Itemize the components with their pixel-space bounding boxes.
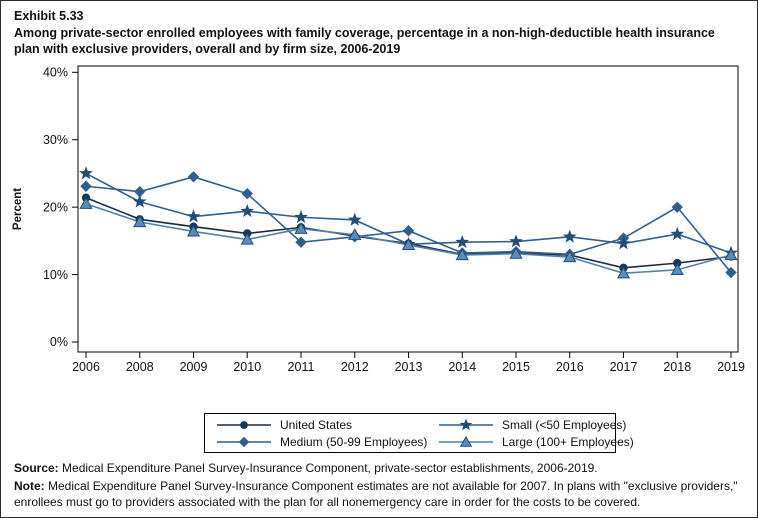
svg-text:2008: 2008 — [126, 360, 154, 374]
svg-text:2014: 2014 — [448, 360, 476, 374]
svg-text:2016: 2016 — [556, 360, 584, 374]
svg-text:2006: 2006 — [72, 360, 100, 374]
legend-label-medium: Medium (50-99 Employees) — [280, 434, 428, 449]
source-line: Source: Medical Expenditure Panel Survey… — [14, 460, 750, 477]
series-markers-3 — [79, 197, 738, 279]
svg-text:2013: 2013 — [395, 360, 423, 374]
line-chart: 0% 10% 20% 30% 40% Percent 2006 2008 2009 2010 201… — [12, 65, 745, 374]
svg-text:2018: 2018 — [663, 360, 691, 374]
svg-text:2017: 2017 — [610, 360, 638, 374]
y-axis-title: Percent — [12, 188, 24, 230]
svg-text:20%: 20% — [43, 200, 68, 214]
svg-text:2010: 2010 — [233, 360, 261, 374]
diamond-series-icon — [217, 436, 271, 447]
chart-title: Among private-sector enrolled employees … — [14, 26, 715, 56]
legend-label-large: Large (100+ Employees) — [502, 434, 634, 449]
svg-text:2011: 2011 — [288, 360, 315, 374]
svg-text:0%: 0% — [50, 335, 68, 349]
triangle-series-icon — [439, 435, 493, 447]
circle-series-icon — [217, 420, 271, 429]
chart-legend: United States Small (<50 Employees) Medi… — [204, 413, 634, 453]
svg-text:2012: 2012 — [341, 360, 369, 374]
plot-area — [77, 65, 739, 353]
svg-text:10%: 10% — [43, 268, 68, 282]
svg-text:2009: 2009 — [180, 360, 208, 374]
x-axis: 2006 2008 2009 2010 2011 2012 2013 2014 2015 2016… — [72, 352, 745, 374]
chart-footer: Source: Medical Expenditure Panel Survey… — [14, 460, 750, 512]
note-text: Medical Expenditure Panel Survey-Insuran… — [14, 478, 738, 510]
note-line: Note: Medical Expenditure Panel Survey-I… — [14, 478, 750, 511]
source-label: Source: — [14, 461, 59, 475]
exhibit-label: Exhibit 5.33 — [14, 9, 84, 23]
svg-text:40%: 40% — [43, 66, 68, 80]
legend-label-united-states: United States — [280, 417, 353, 432]
legend-label-small: Small (<50 Employees) — [502, 417, 627, 432]
star-series-icon — [439, 417, 493, 430]
legend-item-united-states: United States — [215, 417, 437, 433]
svg-text:2019: 2019 — [717, 360, 745, 374]
svg-text:2015: 2015 — [502, 360, 530, 374]
note-label: Note: — [14, 478, 45, 493]
legend-item-small: Small (<50 Employees) — [437, 417, 634, 433]
legend-item-large: Large (100+ Employees) — [437, 434, 634, 450]
svg-text:30%: 30% — [43, 133, 68, 147]
legend-item-medium: Medium (50-99 Employees) — [215, 434, 437, 450]
y-axis: 0% 10% 20% 30% 40% — [43, 66, 78, 349]
chart-header: Exhibit 5.33 Among private-sector enroll… — [14, 8, 726, 57]
source-text: Medical Expenditure Panel Survey-Insuran… — [58, 461, 598, 475]
